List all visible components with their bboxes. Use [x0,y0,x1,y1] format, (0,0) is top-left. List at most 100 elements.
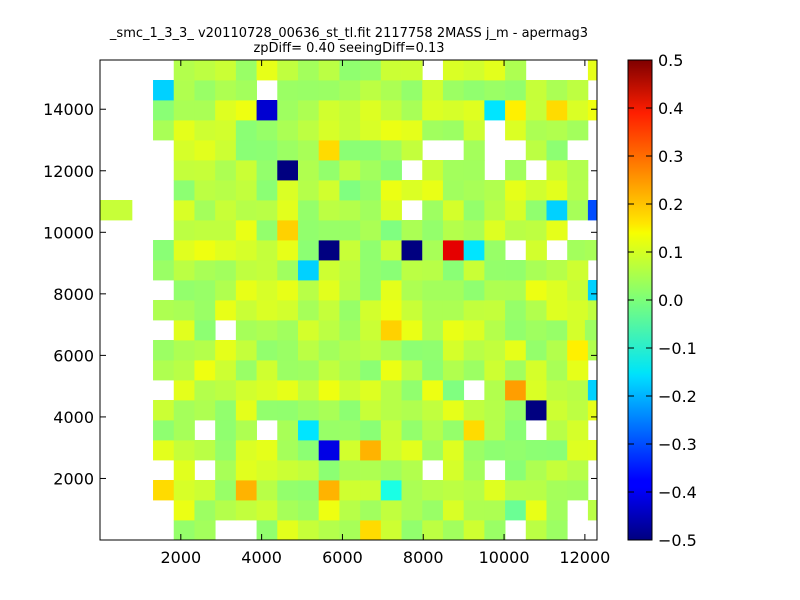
heatmap-cell [567,320,589,341]
heatmap-cell [505,340,527,361]
x-tick-label: 12000 [559,548,610,567]
heatmap-cell [422,400,444,421]
heatmap-cell [339,340,361,361]
heatmap-cell [277,160,299,181]
x-tick-label: 6000 [322,548,363,567]
y-tick-label: 8000 [53,285,94,304]
heatmap-cell [339,280,361,301]
heatmap-cell [567,200,589,221]
heatmap-cell [173,280,195,301]
heatmap-cell [297,280,320,301]
colorbar-tick-label: −0.1 [658,339,697,358]
heatmap-cell [153,300,175,321]
heatmap-cell [235,440,257,461]
heatmap-cell [360,120,382,141]
heatmap-cell [360,140,382,161]
heatmap-cell [235,340,257,361]
heatmap-cell [463,500,485,521]
heatmap-cell [339,160,361,181]
heatmap-cell [422,200,444,221]
heatmap-cell [277,200,299,221]
heatmap-cell [194,360,216,381]
heatmap-cell [505,400,527,421]
heatmap-cell [194,480,216,501]
heatmap-cell [401,60,423,81]
heatmap-cell [215,60,237,81]
heatmap-cell [194,520,216,541]
heatmap-cell [567,400,589,421]
heatmap-cell [401,100,423,121]
heatmap-cell [173,400,195,421]
heatmap-cell [173,380,195,401]
heatmap-cell [235,480,257,501]
heatmap-cell [173,140,195,161]
heatmap-cell [380,200,402,221]
heatmap-cell [173,200,195,221]
heatmap-cell [235,280,257,301]
heatmap-cell [587,440,598,461]
heatmap-cell [380,300,402,321]
heatmap-cell [277,280,299,301]
heatmap-cell [484,80,506,101]
heatmap-cell [215,480,237,501]
heatmap-cell [442,60,465,81]
heatmap-cell [297,160,320,181]
heatmap-cell [442,460,465,481]
heatmap-cell [546,200,568,221]
heatmap-cell [194,140,216,161]
heatmap-cell [380,360,402,381]
heatmap-cell [277,260,299,281]
heatmap-cell [277,340,299,361]
heatmap-cell [401,120,423,141]
heatmap-cell [380,260,402,281]
heatmap-cell [339,420,361,441]
heatmap-cell [584,320,597,341]
heatmap-cell [401,280,423,301]
heatmap-cell [318,140,340,161]
heatmap-cell [297,440,320,461]
heatmap-cell [339,360,361,381]
heatmap-cell [277,240,299,261]
heatmap-cell [235,420,257,441]
heatmap-cell [401,80,423,101]
heatmap-cell [463,100,485,121]
heatmap-cell [484,240,506,261]
heatmap-cell [505,220,527,241]
heatmap-cell [505,380,527,401]
heatmap-cell [546,180,568,201]
heatmap-cell [277,80,299,101]
heatmap-cell [463,120,485,141]
heatmap-cell [277,100,299,121]
title-line-1: _smc_1_3_3_ v20110728_00636_st_tl.fit 21… [109,26,588,41]
heatmap-cell [587,380,598,401]
heatmap-cell [173,480,195,501]
heatmap-cell [153,400,175,421]
heatmap-cell [318,80,340,101]
heatmap-cell [442,280,465,301]
heatmap-cell [194,380,216,401]
heatmap-cell [256,180,278,201]
heatmap-cell [505,160,527,181]
heatmap-cell [339,180,361,201]
heatmap-cell [194,200,216,221]
heatmap-cell [484,180,506,201]
y-tick-label: 14000 [43,100,94,119]
heatmap-cell [463,200,485,221]
heatmap-cell [173,120,195,141]
heatmap-cell [256,340,278,361]
heatmap-cell [194,120,216,141]
heatmap-cell [401,220,423,241]
heatmap-cell [297,180,320,201]
heatmap-cell [525,140,547,161]
heatmap-cell [546,400,568,421]
heatmap-cell [546,360,568,381]
heatmap-cell [567,280,589,301]
heatmap-cell [380,520,402,541]
heatmap-cell [360,80,382,101]
heatmap-cell [567,420,589,441]
heatmap-cell [442,360,465,381]
heatmap-cell [297,200,320,221]
heatmap-cell [318,280,340,301]
heatmap-cell [173,100,195,121]
heatmap-cell [153,260,175,281]
